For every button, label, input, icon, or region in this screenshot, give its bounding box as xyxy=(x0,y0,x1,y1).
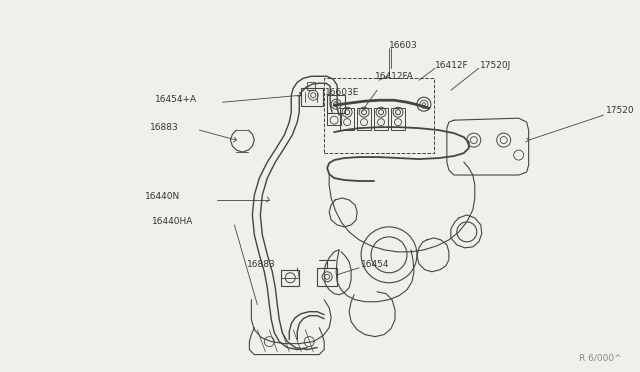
Text: 16412FA: 16412FA xyxy=(375,72,414,81)
Text: 17520: 17520 xyxy=(605,106,634,115)
Bar xyxy=(327,113,341,125)
Bar xyxy=(340,108,354,130)
Bar xyxy=(307,82,316,90)
Bar xyxy=(374,108,388,130)
Text: 17520J: 17520J xyxy=(480,61,511,70)
Bar xyxy=(301,88,323,106)
Bar xyxy=(327,95,345,113)
Text: 16412F: 16412F xyxy=(435,61,468,70)
Bar xyxy=(324,78,434,153)
Text: R 6/000^: R 6/000^ xyxy=(579,353,621,362)
Text: 16454: 16454 xyxy=(361,260,390,269)
Bar xyxy=(357,108,371,130)
Bar xyxy=(317,268,337,286)
Text: 16883: 16883 xyxy=(248,260,276,269)
Text: 16440N: 16440N xyxy=(145,192,180,202)
Text: 16883: 16883 xyxy=(150,123,179,132)
Bar xyxy=(282,270,300,286)
Bar xyxy=(391,108,405,130)
Text: 16454+A: 16454+A xyxy=(155,95,196,104)
Text: 16603E: 16603E xyxy=(325,88,360,97)
Text: 16603: 16603 xyxy=(389,41,418,50)
Text: 16440HA: 16440HA xyxy=(152,217,193,227)
